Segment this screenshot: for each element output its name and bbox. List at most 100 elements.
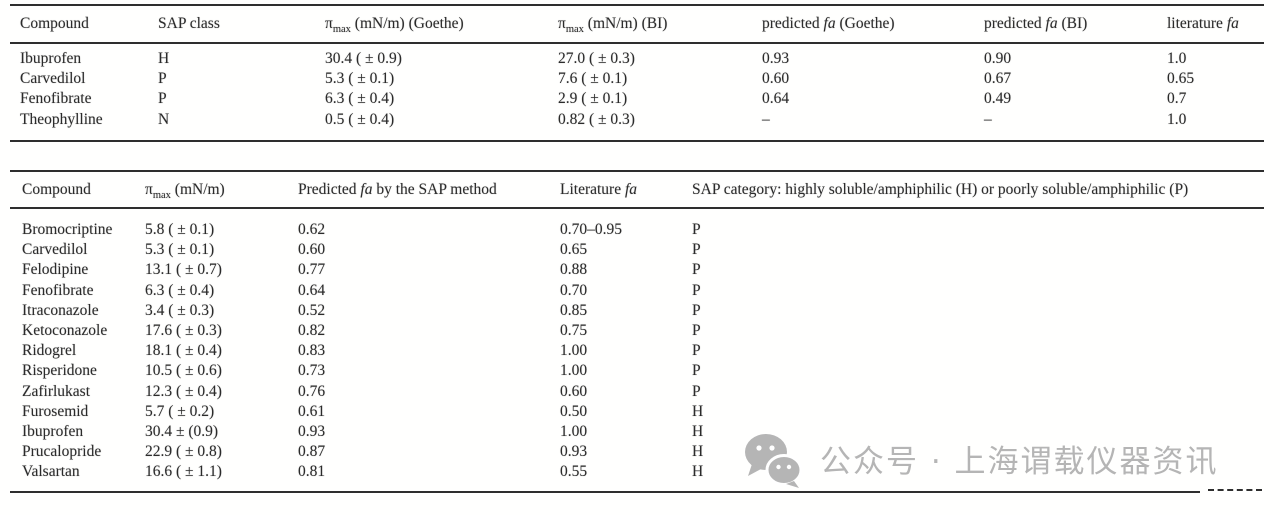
- table-cell: 0.55: [560, 463, 588, 481]
- table-cell: 0.49: [984, 90, 1012, 108]
- table-cell: 16.6 ( ± 1.1): [145, 463, 222, 481]
- scan-artifact-dashed-rule: [1200, 485, 1266, 495]
- table-cell: P: [692, 362, 701, 380]
- column-header: SAP category: highly soluble/amphiphilic…: [692, 170, 1264, 209]
- table-cell: Ibuprofen: [22, 423, 84, 441]
- table-cell: P: [692, 241, 701, 259]
- table-row: Itraconazole 3.4 ( ± 0.3) 0.52 0.85 P: [10, 301, 1264, 321]
- table-row: Theophylline N 0.5 ( ± 0.4) 0.82 ( ± 0.3) – –…: [10, 110, 1264, 141]
- table-cell: 0.75: [560, 322, 588, 340]
- header-text-segment: fa: [624, 180, 638, 198]
- table-cell: P: [692, 281, 701, 299]
- column-header: Compound: [10, 4, 158, 44]
- table-cell: 1.00: [560, 342, 588, 360]
- header-text-segment: fa: [823, 15, 836, 32]
- table-cell: P: [158, 90, 167, 108]
- table-cell: N: [158, 110, 170, 128]
- header-text-segment: fa: [360, 180, 373, 198]
- header-text-segment: fa: [1045, 15, 1058, 32]
- table2-header: Compound πmax (mN/m) Predicted fa by the S…: [10, 170, 1264, 209]
- table-row: Felodipine 13.1 ( ± 0.7) 0.77 0.88 P: [10, 260, 1264, 280]
- header-text-segment: literature: [1167, 15, 1227, 32]
- table-cell: 0.85: [560, 301, 588, 319]
- table-cell: P: [158, 70, 167, 88]
- table-cell: 0.93: [762, 50, 790, 67]
- table-cell: P: [692, 382, 701, 400]
- table-cell: 0.82 ( ± 0.3): [558, 110, 635, 128]
- table-row: Prucalopride 22.9 ( ± 0.8) 0.87 0.93 H: [10, 442, 1264, 462]
- header-text-segment: π: [145, 180, 153, 198]
- table-cell: H: [692, 463, 704, 481]
- table-cell: Ibuprofen: [20, 50, 82, 67]
- header-text-segment: max: [565, 24, 584, 36]
- table-cell: 2.9 ( ± 0.1): [558, 90, 628, 108]
- table-cell: 0.81: [298, 463, 326, 481]
- table-cell: 30.4 ± (0.9): [145, 423, 219, 441]
- column-header: πmax (mN/m) (BI): [558, 4, 762, 44]
- table-cell: 0.70–0.95: [560, 221, 622, 238]
- table-cell: 0.52: [298, 301, 326, 319]
- table-cell: Ridogrel: [22, 342, 77, 360]
- table-row: Ridogrel 18.1 ( ± 0.4) 0.83 1.00 P: [10, 341, 1264, 361]
- table-cell: Prucalopride: [22, 443, 102, 461]
- table-cell: 18.1 ( ± 0.4): [145, 342, 222, 360]
- column-header: Predicted fa by the SAP method: [298, 170, 560, 209]
- header-text-segment: predicted: [984, 15, 1046, 32]
- table-cell: Fenofibrate: [20, 90, 92, 108]
- table-cell: P: [692, 342, 701, 360]
- table-row: Furosemid 5.7 ( ± 0.2) 0.61 0.50 H: [10, 402, 1264, 422]
- header-text-segment: fa: [1226, 15, 1239, 32]
- table-row: Ketoconazole 17.6 ( ± 0.3) 0.82 0.75 P: [10, 321, 1264, 341]
- table-cell: 0.60: [762, 70, 790, 88]
- header-text-segment: (BI): [1057, 15, 1088, 32]
- table-cell: Felodipine: [22, 261, 89, 279]
- table-cell: Furosemid: [22, 402, 89, 420]
- table-cell: 13.1 ( ± 0.7): [145, 261, 222, 279]
- table-cell: P: [692, 261, 701, 279]
- table-cell: 0.61: [298, 402, 326, 420]
- table-cell: 0.62: [298, 221, 326, 238]
- table-cell: 7.6 ( ± 0.1): [558, 70, 628, 88]
- table-cell: 12.3 ( ± 0.4): [145, 382, 222, 400]
- table-cell: Carvedilol: [22, 241, 88, 259]
- header-row: Compound πmax (mN/m) Predicted fa by the S…: [10, 170, 1264, 209]
- table-row: Carvedilol 5.3 ( ± 0.1) 0.60 0.65 P: [10, 240, 1264, 260]
- table-cell: 17.6 ( ± 0.3): [145, 322, 222, 340]
- table1-header: Compound SAP class πmax (mN/m) (Goethe) πma…: [10, 4, 1264, 44]
- header-text-segment: SAP category: highly soluble/amphiphilic…: [692, 180, 1189, 198]
- header-text-segment: Literature: [560, 180, 625, 198]
- table-cell: 0.90: [984, 50, 1012, 67]
- table-cell: 5.7 ( ± 0.2): [145, 402, 215, 420]
- header-text-segment: (Goethe): [835, 15, 895, 32]
- table-cell: P: [692, 221, 701, 238]
- column-header: πmax (mN/m): [145, 170, 298, 209]
- header-text-segment: Compound: [22, 180, 91, 198]
- table-cell: 22.9 ( ± 0.8): [145, 443, 222, 461]
- table-cell: 0.64: [298, 281, 326, 299]
- table-cell: H: [692, 423, 704, 441]
- header-text-segment: max: [332, 24, 351, 36]
- table-cell: 1.00: [560, 362, 588, 380]
- column-header: Literature fa: [560, 170, 692, 209]
- table-cell: 0.60: [298, 241, 326, 259]
- wechat-icon: [742, 431, 804, 494]
- header-text-segment: Compound: [20, 15, 89, 32]
- table-cell: 0.73: [298, 362, 326, 380]
- table-cell: 0.93: [298, 423, 326, 441]
- table-cell: 6.3 ( ± 0.4): [325, 90, 395, 108]
- table-row: Fenofibrate 6.3 ( ± 0.4) 0.64 0.70 P: [10, 281, 1264, 301]
- column-header: literature fa: [1167, 4, 1264, 44]
- table-cell: H: [692, 443, 704, 461]
- header-text-segment: (mN/m): [170, 180, 225, 198]
- header-text-segment: predicted: [762, 15, 824, 32]
- table-cell: 0.7: [1167, 90, 1187, 108]
- header-text-segment: Predicted: [298, 180, 361, 198]
- table-row: Risperidone 10.5 ( ± 0.6) 0.73 1.00 P: [10, 361, 1264, 381]
- table-cell: 5.8 ( ± 0.1): [145, 221, 215, 238]
- header-text-segment: max: [152, 189, 171, 201]
- table-cell: 1.00: [560, 423, 588, 441]
- table-cell: 10.5 ( ± 0.6): [145, 362, 222, 380]
- table-cell: H: [158, 50, 170, 67]
- table-row: Valsartan 16.6 ( ± 1.1) 0.81 0.55 H: [10, 462, 1264, 491]
